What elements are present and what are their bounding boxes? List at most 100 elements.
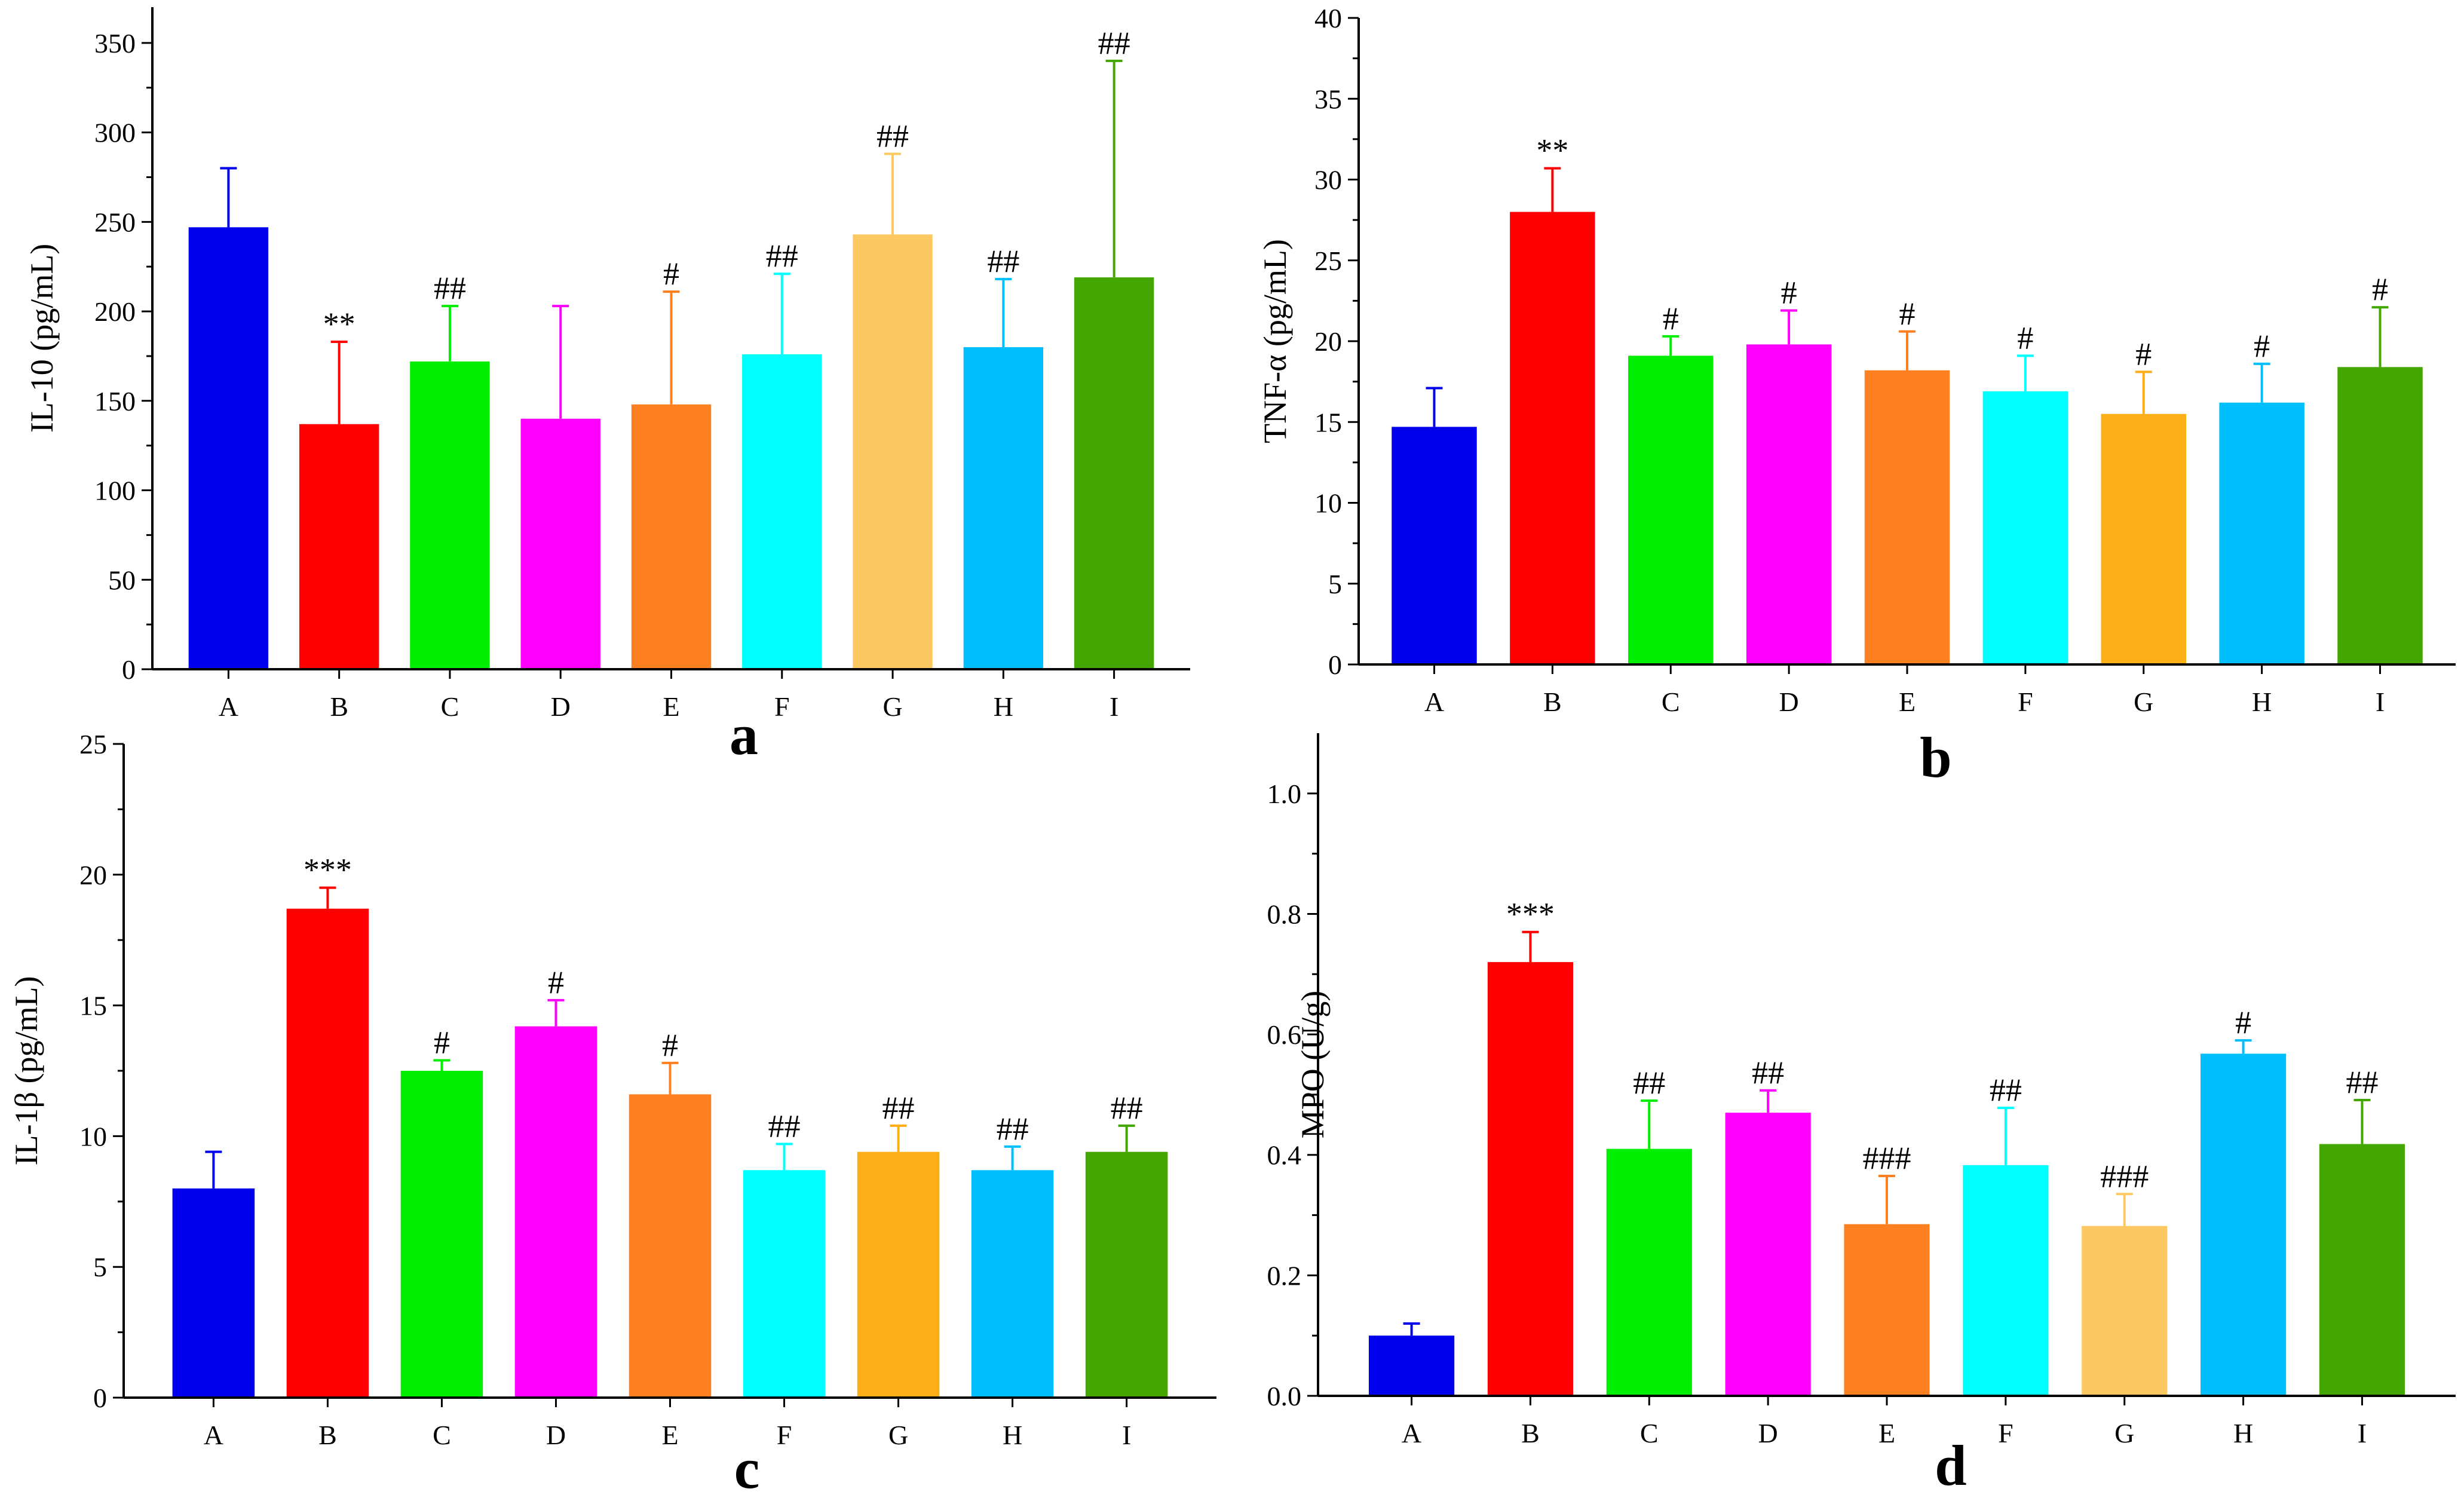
- significance-label-G: ###: [2100, 1158, 2149, 1194]
- significance-label-G: #: [2135, 336, 2152, 372]
- significance-label-F: #: [2017, 320, 2033, 356]
- bar-G: [853, 234, 933, 670]
- y-tick-label: 0.8: [1267, 899, 1302, 929]
- significance-label-F: ##: [768, 1108, 801, 1144]
- bar-D: [1725, 1113, 1811, 1396]
- y-tick-label: 200: [94, 296, 136, 327]
- y-tick-label: 10: [79, 1121, 107, 1151]
- bar-A: [188, 227, 269, 669]
- x-tick-label-G: G: [888, 1420, 908, 1450]
- x-tick-label-C: C: [1640, 1418, 1659, 1448]
- y-tick-label: 25: [1314, 246, 1342, 276]
- y-tick-label: 0.6: [1267, 1019, 1302, 1050]
- x-tick-label-B: B: [330, 691, 348, 722]
- bar-E: [631, 404, 712, 669]
- bar-H: [2219, 402, 2304, 664]
- y-tick-label: 150: [94, 386, 136, 416]
- significance-label-B: ***: [304, 852, 352, 888]
- y-tick-label: 0: [93, 1383, 107, 1413]
- significance-label-H: #: [2235, 1004, 2251, 1040]
- bar-F: [743, 1170, 826, 1398]
- x-tick-label-D: D: [546, 1420, 566, 1450]
- bar-G: [2101, 413, 2186, 664]
- x-tick-label-G: G: [882, 691, 902, 722]
- x-tick-label-D: D: [551, 691, 571, 722]
- y-tick-label: 0.4: [1267, 1140, 1302, 1171]
- bar-I: [1085, 1151, 1168, 1398]
- significance-label-E: #: [662, 1027, 678, 1063]
- y-tick-label: 1.0: [1267, 779, 1302, 809]
- significance-label-I: ##: [1111, 1090, 1143, 1126]
- significance-label-B: ***: [1506, 896, 1555, 932]
- bar-C: [410, 361, 490, 669]
- bar-E: [1864, 370, 1950, 664]
- x-tick-label-F: F: [777, 1420, 792, 1450]
- bar-E: [1844, 1224, 1930, 1396]
- significance-label-F: ##: [1990, 1072, 2022, 1108]
- x-tick-label-E: E: [661, 1420, 678, 1450]
- bar-G: [857, 1151, 940, 1398]
- x-tick-label-E: E: [1899, 687, 1916, 717]
- y-tick-label: 10: [1314, 488, 1342, 519]
- x-tick-label-F: F: [1998, 1418, 2014, 1448]
- significance-label-E: #: [663, 256, 679, 292]
- x-tick-label-D: D: [1779, 687, 1799, 717]
- significance-label-G: ##: [882, 1090, 915, 1126]
- significance-label-F: ##: [766, 238, 798, 274]
- bar-I: [2337, 367, 2423, 664]
- bar-A: [1392, 427, 1477, 664]
- bar-A: [172, 1188, 255, 1398]
- bar-H: [971, 1170, 1054, 1398]
- panel-label: a: [730, 703, 758, 767]
- panel-c: A *** B # C # D # E ## F ## G ## H ## I 0 5 10 15 20 25 IL-1β (…: [8, 729, 1216, 1500]
- bar-B: [1510, 212, 1595, 665]
- bar-D: [514, 1026, 597, 1398]
- y-tick-label: 0: [1328, 650, 1342, 680]
- bar-F: [1963, 1165, 2049, 1396]
- x-tick-label-F: F: [2018, 687, 2033, 717]
- x-tick-label-A: A: [1424, 687, 1444, 717]
- x-tick-label-I: I: [1122, 1420, 1131, 1450]
- significance-label-C: ##: [434, 270, 466, 306]
- y-tick-label: 40: [1314, 3, 1342, 33]
- x-tick-label-H: H: [2252, 687, 2272, 717]
- bar-I: [1074, 277, 1154, 669]
- significance-label-B: **: [323, 306, 355, 342]
- y-tick-label: 300: [94, 118, 136, 148]
- x-tick-label-C: C: [433, 1420, 451, 1450]
- significance-label-C: ##: [1633, 1065, 1665, 1101]
- x-tick-label-B: B: [1543, 687, 1562, 717]
- panel-b: A ** B # C # D # E # F # G # H # I 0 5 10 15 20 25 30 35 40 TNF-α …: [1257, 3, 2456, 789]
- x-tick-label-C: C: [441, 691, 459, 722]
- y-tick-label: 0.0: [1267, 1381, 1302, 1411]
- y-tick-label: 35: [1314, 84, 1342, 114]
- y-tick-label: 0.2: [1267, 1260, 1302, 1291]
- bar-B: [1487, 962, 1574, 1396]
- significance-label-C: #: [434, 1024, 450, 1060]
- bar-H: [2200, 1053, 2287, 1396]
- x-tick-label-G: G: [2134, 687, 2153, 717]
- bar-H: [963, 347, 1044, 669]
- significance-label-G: ##: [877, 118, 909, 154]
- x-tick-label-E: E: [663, 691, 679, 722]
- y-axis-label: IL-10 (pg/mL): [24, 244, 60, 433]
- bar-C: [1606, 1148, 1692, 1396]
- panel-a: A ** B ## C D # E ## F ## G ## H ## I 0 50 100 150 200 250 300…: [24, 7, 1190, 767]
- bar-D: [1746, 344, 1832, 664]
- y-tick-label: 100: [94, 476, 136, 506]
- panel-d: A *** B ## C ## D ### E ## F ### G # H ## I 0.0 0.2 0.4 0.6 0…: [1267, 733, 2456, 1497]
- significance-label-E: ###: [1863, 1140, 1911, 1176]
- significance-label-H: #: [2254, 328, 2270, 364]
- bar-B: [286, 908, 369, 1398]
- y-tick-label: 15: [1314, 407, 1342, 437]
- x-tick-label-F: F: [774, 691, 790, 722]
- panel-label: c: [734, 1436, 760, 1500]
- y-tick-label: 350: [94, 28, 136, 59]
- significance-label-D: ##: [1752, 1055, 1784, 1091]
- x-tick-label-B: B: [318, 1420, 337, 1450]
- x-tick-label-H: H: [994, 691, 1013, 722]
- y-axis-label: IL-1β (pg/mL): [8, 976, 44, 1166]
- y-tick-label: 250: [94, 207, 136, 237]
- x-tick-label-H: H: [1003, 1420, 1022, 1450]
